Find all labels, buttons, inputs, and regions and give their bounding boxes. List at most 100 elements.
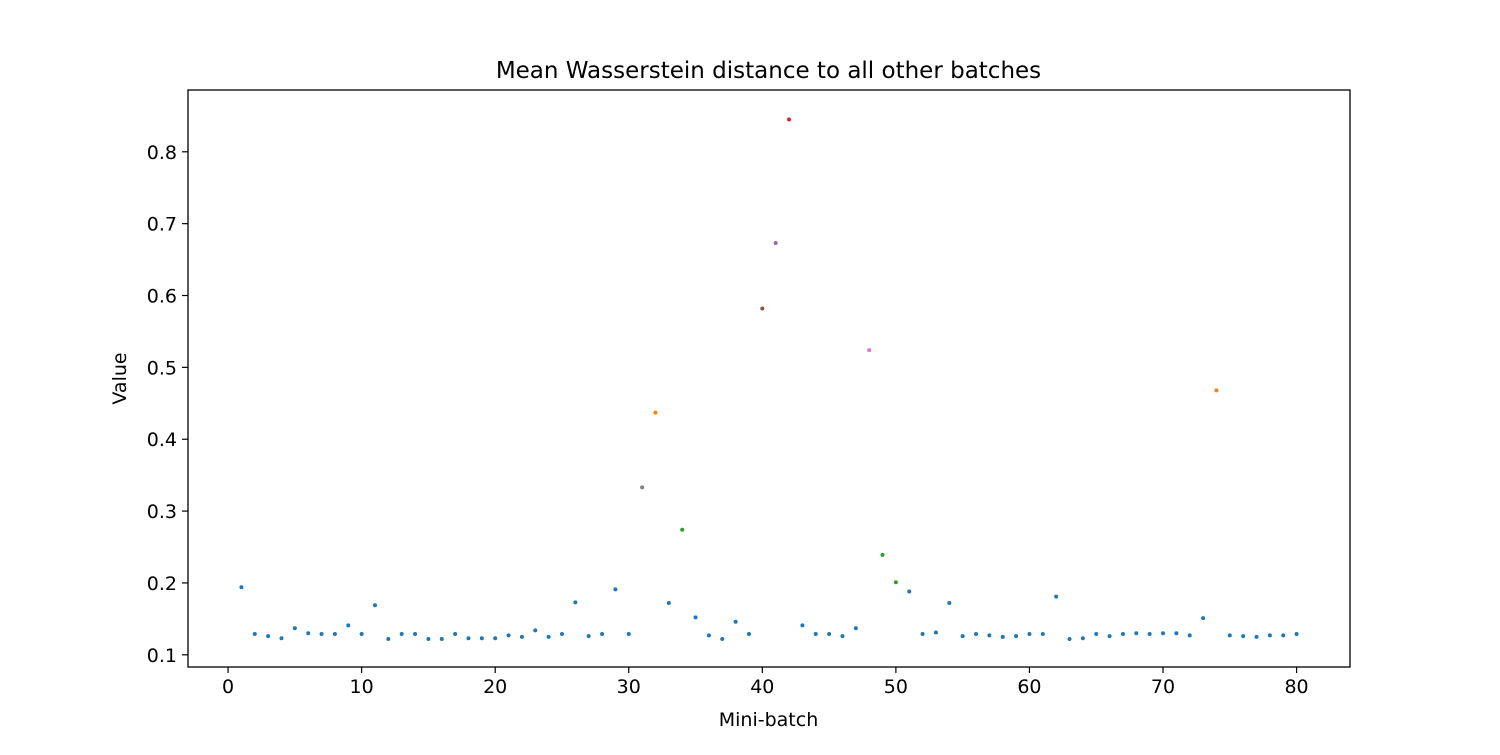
data-point (613, 587, 618, 592)
data-point (493, 636, 498, 641)
data-point (546, 634, 551, 639)
data-point (1054, 594, 1059, 599)
data-point (1174, 631, 1179, 636)
x-tick-label: 70 (1151, 676, 1175, 698)
data-point (987, 633, 992, 638)
data-point (346, 623, 351, 628)
y-tick-label: 0.1 (147, 645, 177, 667)
y-axis-label: Value (109, 352, 131, 404)
data-point (1000, 634, 1005, 639)
y-tick-label: 0.2 (147, 573, 177, 595)
plot-frame (187, 89, 1351, 668)
y-tick-label: 0.8 (147, 142, 177, 164)
data-point (666, 601, 671, 606)
data-point (1214, 388, 1219, 393)
x-tick-label: 40 (750, 676, 774, 698)
x-tick-label: 80 (1284, 676, 1308, 698)
data-point (1120, 631, 1125, 636)
data-point (800, 623, 805, 628)
data-point (359, 631, 364, 636)
data-point (733, 619, 738, 624)
data-point (1027, 631, 1032, 636)
data-point (1014, 634, 1019, 639)
data-point (239, 585, 244, 590)
y-tick-label: 0.6 (147, 286, 177, 308)
data-point (466, 636, 471, 641)
data-point (947, 601, 952, 606)
data-point (306, 631, 311, 636)
data-point (920, 631, 925, 636)
data-point (1040, 631, 1045, 636)
data-point (372, 603, 377, 608)
data-point (746, 631, 751, 636)
y-tick-label: 0.3 (147, 501, 177, 523)
data-point (266, 634, 271, 639)
data-point (626, 631, 631, 636)
data-point (519, 634, 524, 639)
y-tick-label: 0.4 (147, 429, 177, 451)
data-point (292, 626, 297, 631)
y-tick-label: 0.7 (147, 214, 177, 236)
points-layer (239, 117, 1299, 641)
data-point (252, 631, 257, 636)
data-point (1254, 634, 1259, 639)
data-point (439, 636, 444, 641)
data-point (706, 633, 711, 638)
data-point (907, 589, 912, 594)
y-tick-label: 0.5 (147, 357, 177, 379)
data-point (1267, 633, 1272, 638)
data-point (573, 600, 578, 605)
data-point (479, 636, 484, 641)
data-point (813, 631, 818, 636)
data-point (640, 485, 645, 490)
data-point (1227, 633, 1232, 638)
chart-title: Mean Wasserstein distance to all other b… (496, 58, 1041, 84)
data-point (827, 631, 832, 636)
data-point (319, 631, 324, 636)
x-tick-label: 10 (350, 676, 374, 698)
data-point (1294, 631, 1299, 636)
x-tick-label: 30 (617, 676, 641, 698)
x-axis-ticks: 0 10 20 30 40 50 60 70 80 (222, 667, 1309, 698)
data-point (506, 633, 511, 638)
x-tick-label: 0 (222, 676, 234, 698)
data-point (880, 552, 885, 557)
data-point (773, 241, 778, 246)
data-point (279, 636, 284, 641)
data-point (787, 117, 792, 122)
data-point (1094, 631, 1099, 636)
data-point (1187, 633, 1192, 638)
x-tick-label: 20 (483, 676, 507, 698)
data-point (974, 631, 979, 636)
data-point (1201, 616, 1206, 621)
data-point (933, 630, 938, 635)
data-point (533, 628, 538, 633)
data-point (1147, 631, 1152, 636)
data-point (1107, 634, 1112, 639)
data-point (1080, 636, 1085, 641)
data-point (1161, 631, 1166, 636)
x-tick-label: 50 (884, 676, 908, 698)
data-point (760, 306, 765, 311)
data-point (1281, 633, 1286, 638)
data-point (693, 615, 698, 620)
data-point (399, 631, 404, 636)
data-point (386, 636, 391, 641)
data-point (853, 626, 858, 631)
data-point (426, 636, 431, 641)
data-point (653, 410, 658, 415)
data-point (413, 631, 418, 636)
x-axis-label: Mini-batch (719, 709, 819, 731)
data-point (840, 634, 845, 639)
data-point (1134, 631, 1139, 636)
data-point (586, 634, 591, 639)
data-point (332, 631, 337, 636)
data-point (893, 580, 898, 585)
data-point (1241, 634, 1246, 639)
data-point (680, 527, 685, 532)
data-point (720, 636, 725, 641)
data-point (1067, 636, 1072, 641)
data-point (453, 631, 458, 636)
